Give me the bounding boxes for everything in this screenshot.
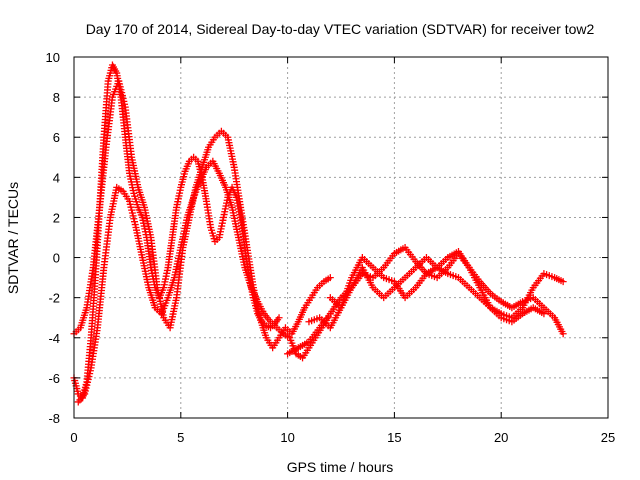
y-tick-label: -4: [48, 331, 60, 346]
x-tick-label: 25: [601, 430, 615, 445]
data-point: [559, 278, 567, 286]
data-point: [326, 274, 334, 282]
x-tick-label: 5: [177, 430, 184, 445]
x-axis-label: GPS time / hours: [287, 459, 394, 475]
data-point: [559, 330, 567, 338]
x-tick-label: 15: [387, 430, 401, 445]
y-tick-label: 8: [53, 90, 60, 105]
series-track-3: [74, 157, 332, 406]
y-tick-label: -8: [48, 411, 60, 426]
data-point: [275, 314, 283, 322]
plot-frame: [73, 56, 609, 419]
axis-ticks: 0 5 10 15 20 25 -8 -6 -4 -2 0 2 4 6 8 10: [46, 50, 616, 445]
y-tick-label: 10: [46, 50, 60, 65]
y-tick-label: -2: [48, 291, 60, 306]
y-tick-label: 4: [53, 170, 60, 185]
y-tick-label: -6: [48, 371, 60, 386]
data-point: [540, 310, 548, 318]
x-tick-label: 10: [280, 430, 294, 445]
y-tick-label: 6: [53, 130, 60, 145]
x-tick-label: 0: [70, 430, 77, 445]
series-track-6: [326, 250, 548, 326]
y-tick-label: 0: [53, 251, 60, 266]
data-series: [70, 61, 567, 406]
y-axis-label: SDTVAR / TECUs: [5, 182, 21, 294]
series-track-1: [70, 61, 283, 402]
chart-title: Day 170 of 2014, Sidereal Day-to-day VTE…: [86, 21, 595, 37]
y-tick-label: 2: [53, 210, 60, 225]
x-tick-label: 20: [494, 430, 508, 445]
